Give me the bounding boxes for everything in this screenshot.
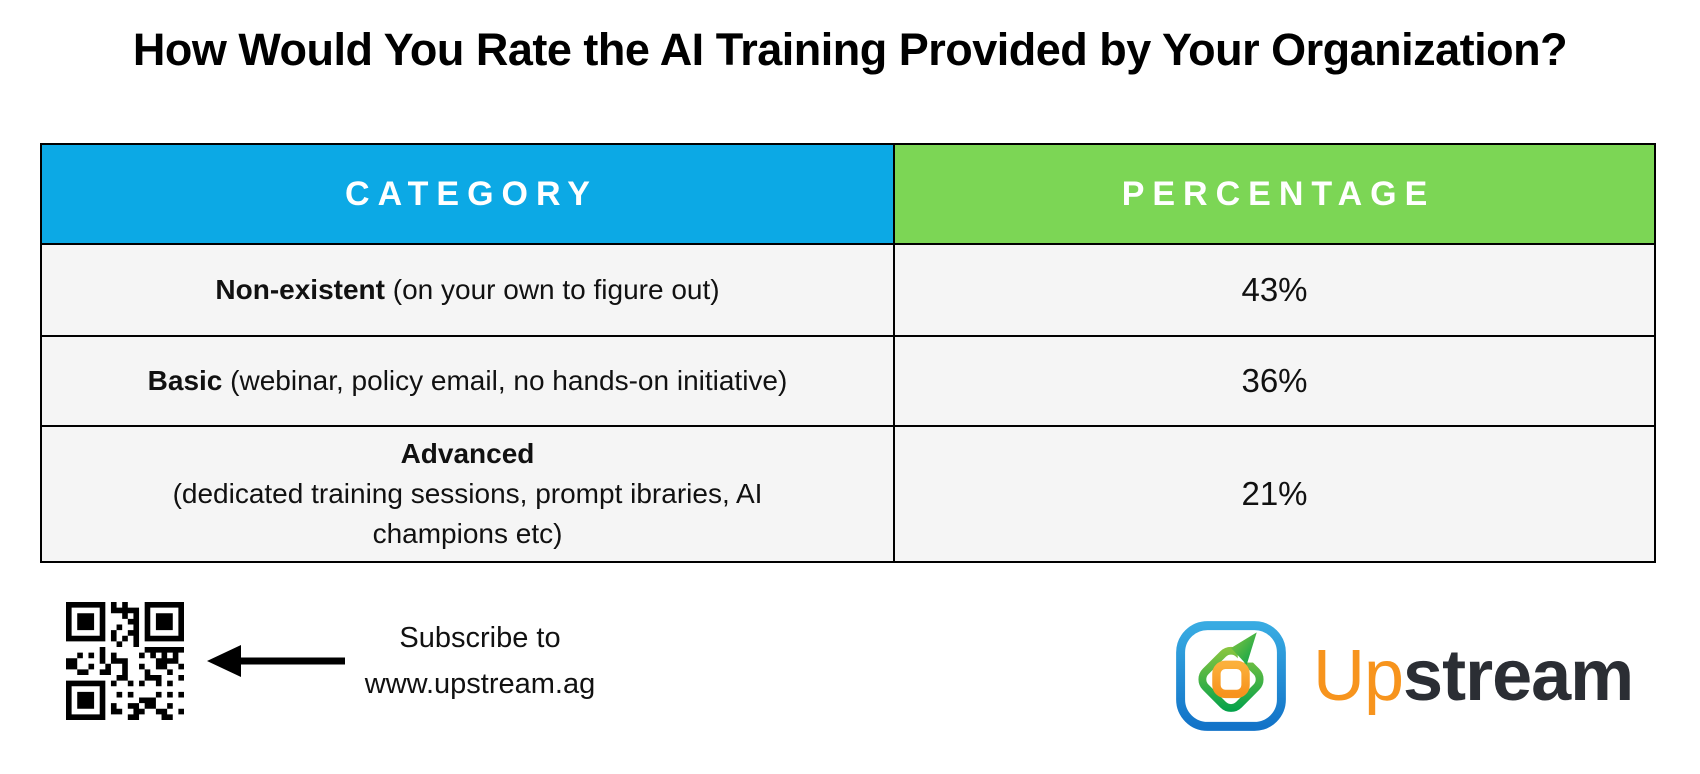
page-title: How Would You Rate the AI Training Provi…	[132, 24, 1568, 75]
upstream-logo-text: Upstream	[1313, 635, 1634, 717]
qr-code	[66, 602, 184, 720]
category-label-rest: (on your own to figure out)	[384, 274, 720, 305]
percentage-cell: 36%	[895, 337, 1654, 425]
upstream-logo-icon	[1176, 621, 1286, 731]
subscribe-line1: Subscribe to	[399, 622, 561, 654]
category-label-bold: Non-existent	[215, 274, 385, 305]
category-label-bold: Advanced	[400, 438, 535, 469]
percentage-cell: 43%	[895, 245, 1654, 335]
category-label-rest: (webinar, policy email, no hands-on init…	[222, 365, 788, 396]
left-arrow-icon	[205, 642, 350, 680]
column-header-percentage: PERCENTAGE	[895, 145, 1654, 243]
logo-text-stream: stream	[1403, 636, 1634, 716]
table-row: Advanced (dedicated training sessions, pr…	[42, 425, 1654, 561]
table-row: Non-existent (on your own to figure out)…	[42, 243, 1654, 335]
subscribe-url: www.upstream.ag	[364, 668, 596, 700]
upstream-logo: Upstream	[1175, 618, 1634, 734]
category-label-bold: Basic	[147, 365, 223, 396]
qr-code-icon	[66, 602, 184, 720]
table-row: Basic (webinar, policy email, no hands-o…	[42, 335, 1654, 425]
category-cell: Basic (webinar, policy email, no hands-o…	[42, 337, 895, 425]
survey-table: CATEGORY PERCENTAGE Non-existent (on you…	[40, 143, 1656, 563]
logo-text-up: Up	[1313, 636, 1404, 716]
category-label-rest: (dedicated training sessions, prompt ibr…	[172, 478, 763, 549]
percentage-cell: 21%	[895, 427, 1654, 561]
category-cell: Advanced (dedicated training sessions, pr…	[42, 427, 895, 561]
subscribe-text: Subscribe to www.upstream.ag	[325, 615, 635, 707]
table-header-row: CATEGORY PERCENTAGE	[42, 145, 1654, 243]
category-cell: Non-existent (on your own to figure out)	[42, 245, 895, 335]
column-header-category: CATEGORY	[42, 145, 895, 243]
